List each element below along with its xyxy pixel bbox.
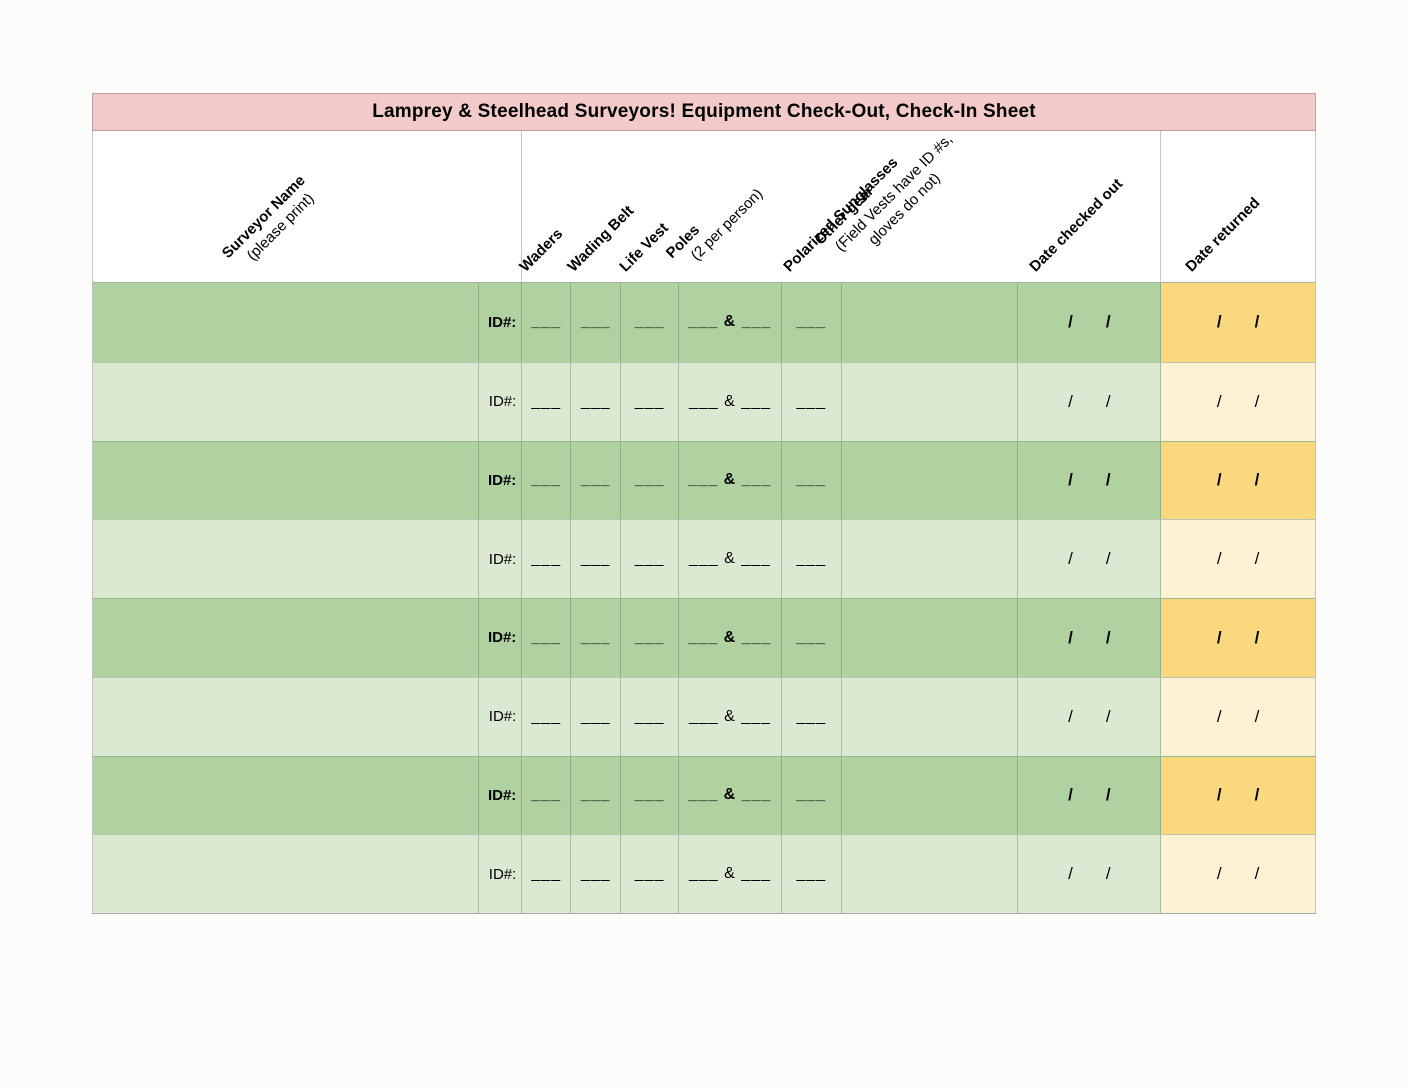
poles-blank[interactable]: ___ & ___: [679, 835, 782, 913]
column-header-row: Surveyor Name (please print) Waders Wadi…: [92, 131, 1316, 283]
sheet-title: Lamprey & Steelhead Surveyors! Equipment…: [372, 101, 1036, 122]
id-label: ID#:: [479, 599, 523, 677]
polarized-sunglasses-blank[interactable]: ___: [782, 599, 842, 677]
other-gear-cell[interactable]: [842, 520, 1019, 598]
table-row: ID#: ___ ___ ___ ___ & ___ ___ / / / /: [92, 519, 1316, 598]
equipment-checkout-sheet: Lamprey & Steelhead Surveyors! Equipment…: [92, 93, 1316, 914]
life-vest-blank[interactable]: ___: [621, 835, 680, 913]
waders-blank[interactable]: ___: [522, 835, 572, 913]
poles-blank[interactable]: ___ & ___: [679, 520, 782, 598]
life-vest-blank[interactable]: ___: [621, 599, 680, 677]
wading-belt-blank[interactable]: ___: [571, 520, 622, 598]
header-cell-surveyor: [93, 131, 523, 282]
date-checked-out-cell[interactable]: / /: [1018, 362, 1162, 441]
poles-blank[interactable]: ___ & ___: [679, 283, 782, 362]
date-returned-cell[interactable]: / /: [1161, 599, 1315, 677]
life-vest-blank[interactable]: ___: [621, 677, 680, 756]
id-label: ID#:: [479, 520, 523, 598]
date-returned-cell[interactable]: / /: [1161, 756, 1315, 835]
date-checked-out-cell[interactable]: / /: [1018, 520, 1162, 598]
surveyor-name-cell[interactable]: [93, 756, 480, 835]
sheet-title-bar: Lamprey & Steelhead Surveyors! Equipment…: [92, 93, 1316, 131]
surveyor-name-cell[interactable]: [93, 520, 480, 598]
life-vest-blank[interactable]: ___: [621, 441, 680, 520]
id-label: ID#:: [479, 441, 523, 520]
wading-belt-blank[interactable]: ___: [571, 283, 622, 362]
poles-blank[interactable]: ___ & ___: [679, 441, 782, 520]
poles-blank[interactable]: ___ & ___: [679, 677, 782, 756]
id-label: ID#:: [479, 835, 523, 913]
table-row: ID#: ___ ___ ___ ___ & ___ ___ / / / /: [92, 361, 1316, 441]
polarized-sunglasses-blank[interactable]: ___: [782, 677, 842, 756]
waders-blank[interactable]: ___: [522, 362, 572, 441]
surveyor-name-cell[interactable]: [93, 677, 480, 756]
date-returned-cell[interactable]: / /: [1161, 283, 1315, 362]
other-gear-cell[interactable]: [842, 835, 1019, 913]
date-checked-out-cell[interactable]: / /: [1018, 677, 1162, 756]
surveyor-name-cell[interactable]: [93, 441, 480, 520]
id-label: ID#:: [479, 283, 523, 362]
polarized-sunglasses-blank[interactable]: ___: [782, 520, 842, 598]
id-label: ID#:: [479, 362, 523, 441]
table-body: ID#: ___ ___ ___ ___ & ___ ___ / / / / I…: [92, 283, 1316, 914]
polarized-sunglasses-blank[interactable]: ___: [782, 441, 842, 520]
date-returned-cell[interactable]: / /: [1161, 677, 1315, 756]
life-vest-blank[interactable]: ___: [621, 283, 680, 362]
other-gear-cell[interactable]: [842, 756, 1019, 835]
date-returned-cell[interactable]: / /: [1161, 362, 1315, 441]
table-row: ID#: ___ ___ ___ ___ & ___ ___ / / / /: [92, 676, 1316, 756]
waders-blank[interactable]: ___: [522, 520, 572, 598]
table-row: ID#: ___ ___ ___ ___ & ___ ___ / / / /: [92, 598, 1316, 677]
date-returned-cell[interactable]: / /: [1161, 520, 1315, 598]
polarized-sunglasses-blank[interactable]: ___: [782, 835, 842, 913]
table-row: ID#: ___ ___ ___ ___ & ___ ___ / / / /: [92, 834, 1316, 913]
waders-blank[interactable]: ___: [522, 677, 572, 756]
date-checked-out-cell[interactable]: / /: [1018, 835, 1162, 913]
life-vest-blank[interactable]: ___: [621, 520, 680, 598]
waders-blank[interactable]: ___: [522, 756, 572, 835]
date-checked-out-cell[interactable]: / /: [1018, 756, 1162, 835]
wading-belt-blank[interactable]: ___: [571, 756, 622, 835]
surveyor-name-cell[interactable]: [93, 283, 480, 362]
waders-blank[interactable]: ___: [522, 599, 572, 677]
polarized-sunglasses-blank[interactable]: ___: [782, 283, 842, 362]
id-label: ID#:: [479, 677, 523, 756]
life-vest-blank[interactable]: ___: [621, 362, 680, 441]
surveyor-name-cell[interactable]: [93, 835, 480, 913]
table-row: ID#: ___ ___ ___ ___ & ___ ___ / / / /: [92, 283, 1316, 362]
other-gear-cell[interactable]: [842, 599, 1019, 677]
date-checked-out-cell[interactable]: / /: [1018, 441, 1162, 520]
table-row: ID#: ___ ___ ___ ___ & ___ ___ / / / /: [92, 755, 1316, 835]
id-label: ID#:: [479, 756, 523, 835]
poles-blank[interactable]: ___ & ___: [679, 362, 782, 441]
waders-blank[interactable]: ___: [522, 441, 572, 520]
other-gear-cell[interactable]: [842, 362, 1019, 441]
date-checked-out-cell[interactable]: / /: [1018, 283, 1162, 362]
date-returned-cell[interactable]: / /: [1161, 835, 1315, 913]
date-returned-cell[interactable]: / /: [1161, 441, 1315, 520]
wading-belt-blank[interactable]: ___: [571, 677, 622, 756]
table-row: ID#: ___ ___ ___ ___ & ___ ___ / / / /: [92, 440, 1316, 520]
wading-belt-blank[interactable]: ___: [571, 362, 622, 441]
surveyor-name-cell[interactable]: [93, 599, 480, 677]
other-gear-cell[interactable]: [842, 677, 1019, 756]
date-checked-out-cell[interactable]: / /: [1018, 599, 1162, 677]
waders-blank[interactable]: ___: [522, 283, 572, 362]
wading-belt-blank[interactable]: ___: [571, 441, 622, 520]
other-gear-cell[interactable]: [842, 441, 1019, 520]
poles-blank[interactable]: ___ & ___: [679, 756, 782, 835]
header-cell-equipment: [522, 131, 1162, 282]
poles-blank[interactable]: ___ & ___: [679, 599, 782, 677]
wading-belt-blank[interactable]: ___: [571, 835, 622, 913]
life-vest-blank[interactable]: ___: [621, 756, 680, 835]
polarized-sunglasses-blank[interactable]: ___: [782, 756, 842, 835]
other-gear-cell[interactable]: [842, 283, 1019, 362]
wading-belt-blank[interactable]: ___: [571, 599, 622, 677]
surveyor-name-cell[interactable]: [93, 362, 480, 441]
polarized-sunglasses-blank[interactable]: ___: [782, 362, 842, 441]
